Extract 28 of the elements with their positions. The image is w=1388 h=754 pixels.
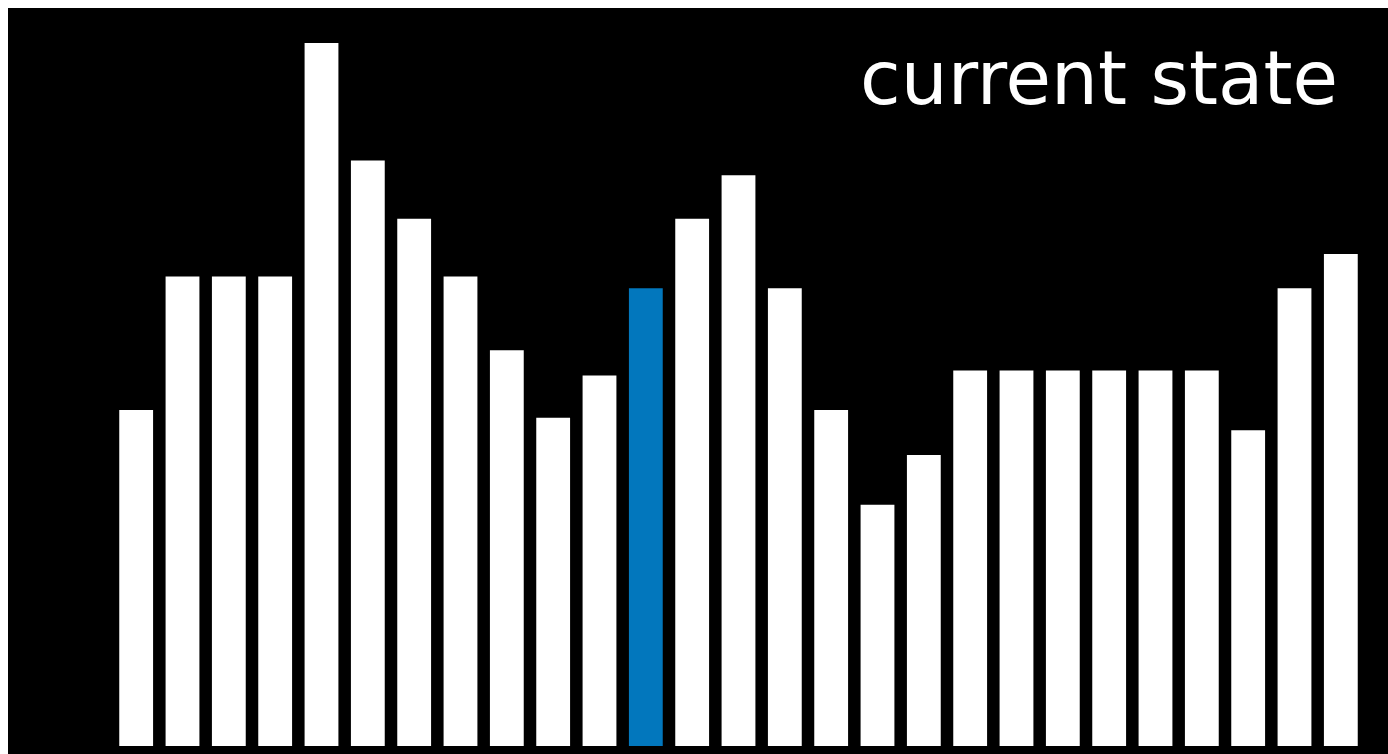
bar [165, 276, 200, 746]
bar [1231, 430, 1266, 746]
bar [999, 370, 1034, 746]
bar [1138, 370, 1173, 746]
bar [860, 504, 895, 746]
bar [814, 409, 849, 746]
bar [1277, 288, 1312, 746]
bar [1092, 370, 1127, 746]
bar [397, 218, 432, 746]
bar [119, 409, 154, 746]
bar [953, 370, 988, 746]
bar [350, 160, 385, 746]
bar [489, 350, 524, 746]
bar [211, 276, 246, 746]
bar [675, 218, 710, 746]
bar [582, 375, 617, 746]
bar [628, 288, 663, 746]
bar [1323, 253, 1358, 746]
bar [721, 175, 756, 746]
chart-title: current state [860, 35, 1339, 121]
bar [1184, 370, 1219, 746]
bar [906, 454, 941, 746]
bar [304, 43, 339, 746]
bar [536, 417, 571, 746]
bar [767, 288, 802, 746]
bar [1045, 370, 1080, 746]
bar [443, 276, 478, 746]
bar [258, 276, 293, 746]
